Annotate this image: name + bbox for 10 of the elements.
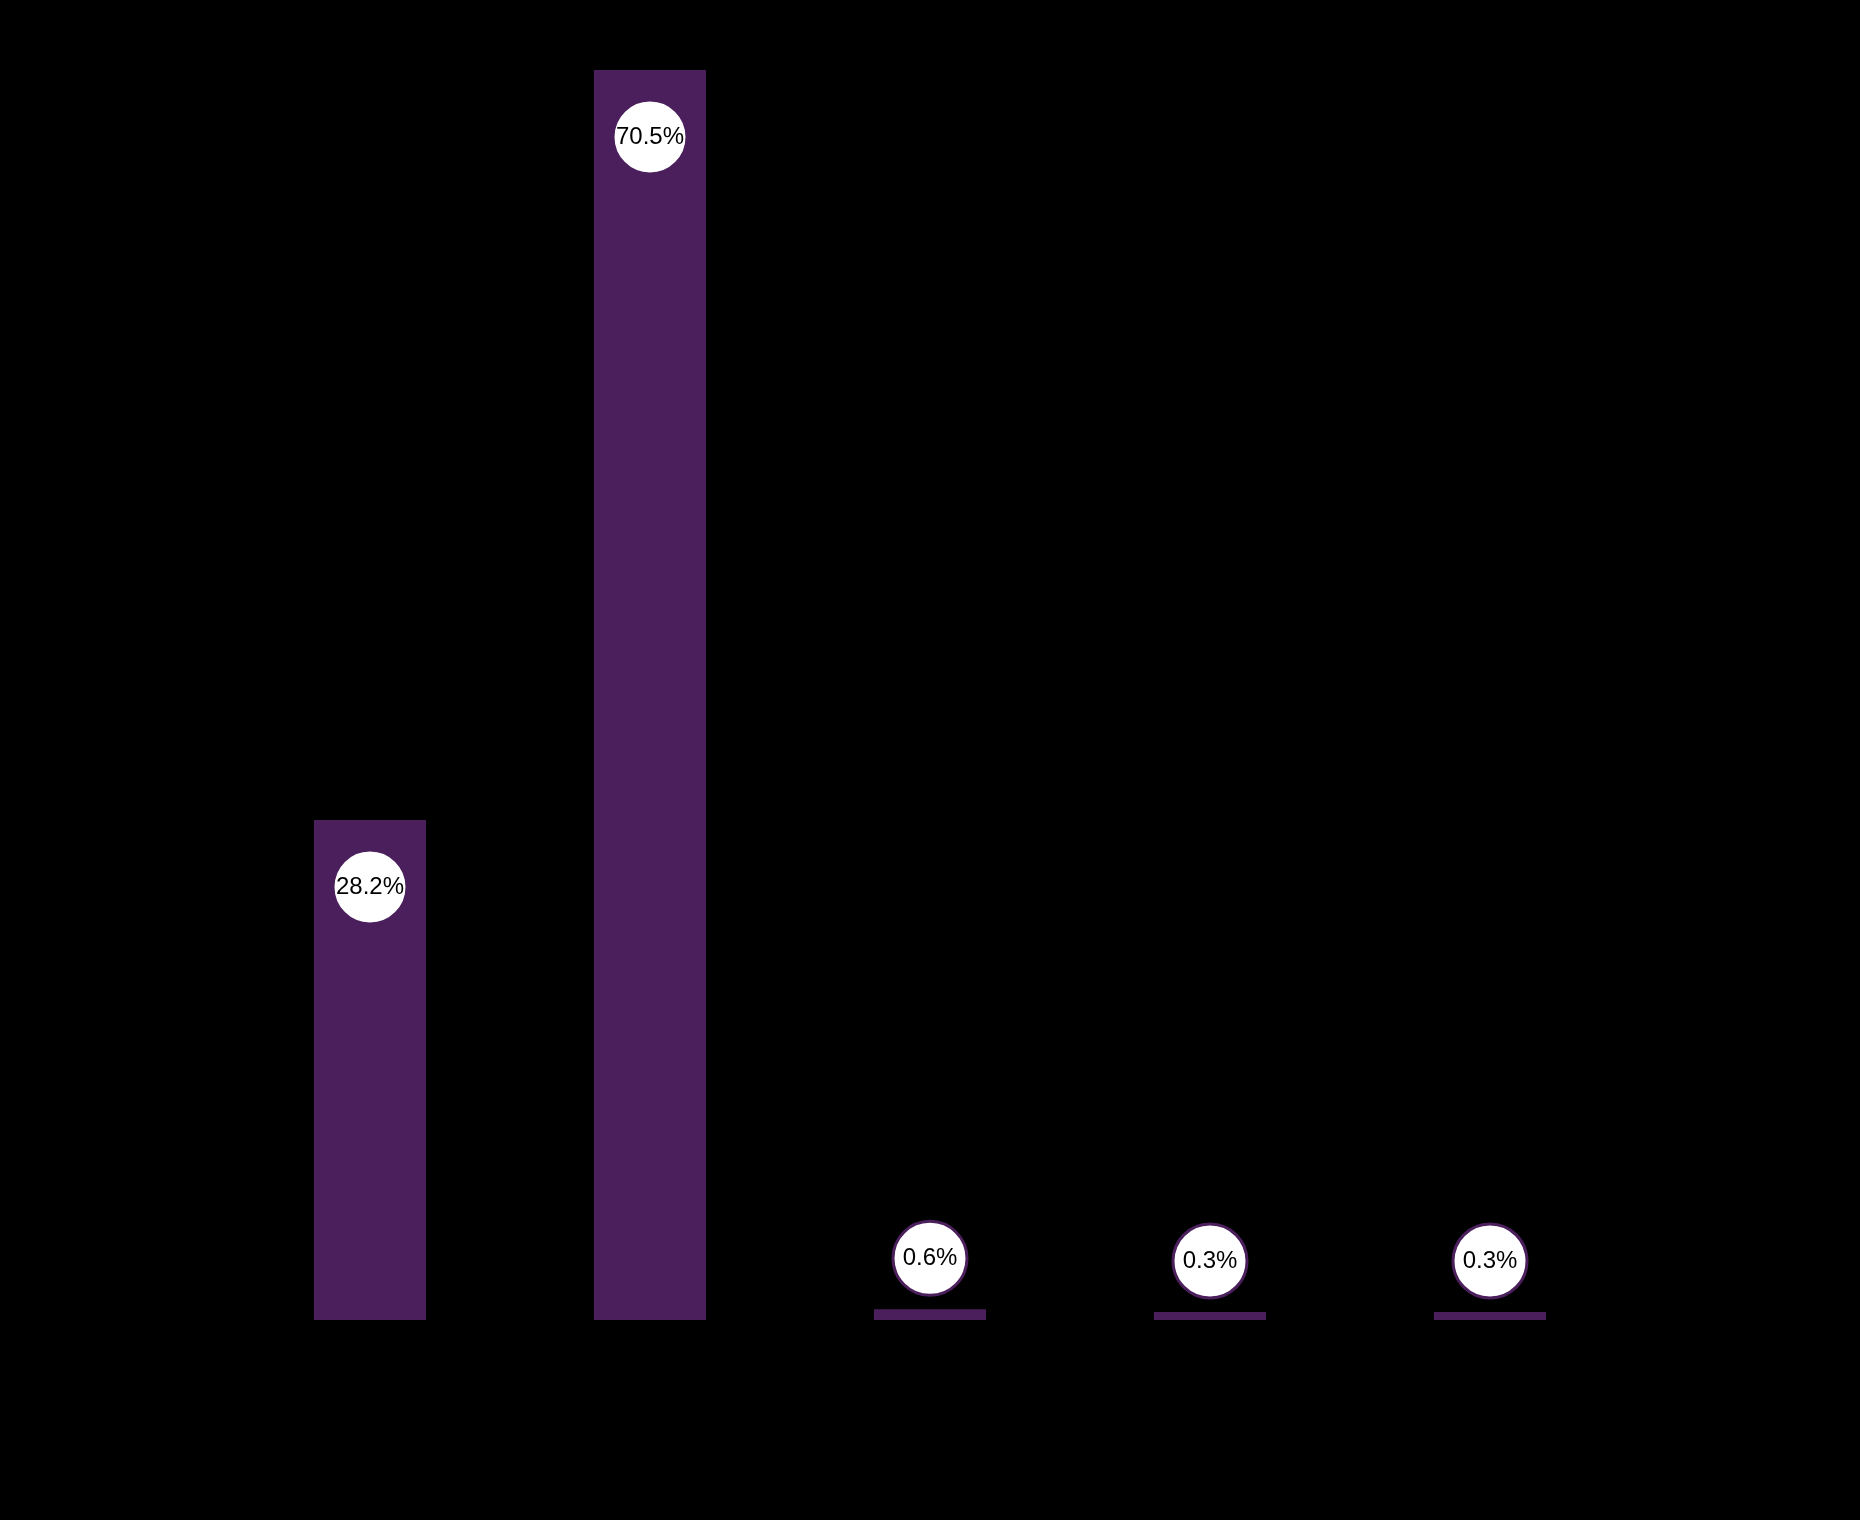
data-label: 0.3% bbox=[1462, 1245, 1518, 1273]
bar bbox=[594, 70, 706, 1320]
bar bbox=[314, 820, 426, 1320]
bar bbox=[1154, 1312, 1266, 1320]
data-label: 70.5% bbox=[615, 121, 685, 149]
data-label: 0.3% bbox=[1182, 1245, 1238, 1273]
data-label: 0.6% bbox=[902, 1242, 958, 1270]
bar bbox=[1434, 1312, 1546, 1320]
data-label: 28.2% bbox=[335, 871, 405, 899]
bar bbox=[874, 1309, 986, 1320]
